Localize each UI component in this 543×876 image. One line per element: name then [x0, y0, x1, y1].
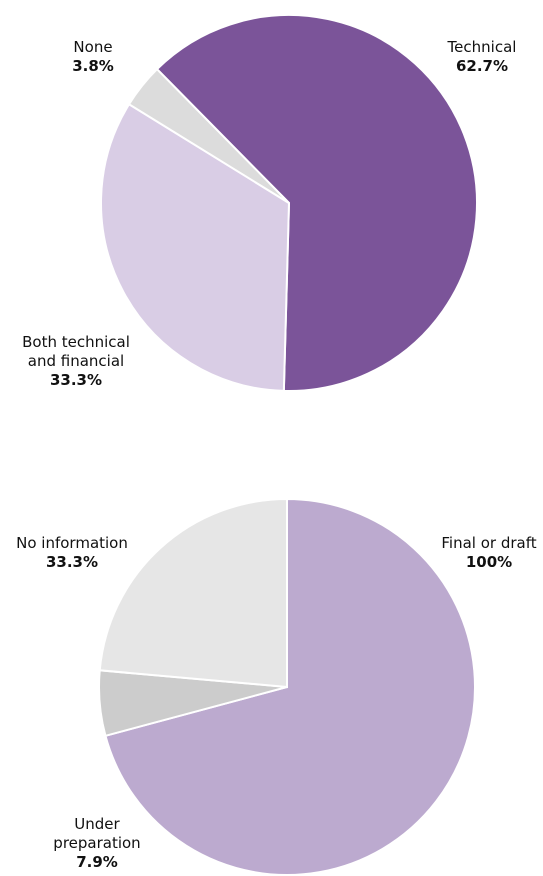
pie-slice: [104, 497, 476, 876]
slice-label: Under preparation 7.9%: [42, 815, 152, 872]
value-label: 33.3%: [45, 553, 99, 571]
value-label: 33.3%: [49, 371, 103, 389]
value-label: 62.7%: [455, 57, 509, 75]
pie-slice: [98, 497, 288, 689]
slice-label: None 3.8%: [53, 38, 133, 76]
category-name: Final or draft: [441, 534, 537, 552]
category-name: Under preparation: [53, 815, 141, 852]
pie-slice: [127, 67, 290, 204]
category-name: Technical: [447, 38, 517, 56]
slice-label: Both technical and financial 33.3%: [11, 333, 141, 390]
category-name: Both technical and financial: [22, 333, 130, 370]
value-label: 3.8%: [72, 57, 114, 75]
value-label: 100%: [465, 553, 513, 571]
slice-label: Technical 62.7%: [422, 38, 542, 76]
category-name: No information: [16, 534, 128, 552]
pie-slice: [155, 14, 478, 392]
slice-label: No information 33.3%: [2, 534, 142, 572]
slice-label: Final or draft 100%: [429, 534, 543, 572]
category-name: None: [73, 38, 113, 56]
value-label: 7.9%: [76, 853, 118, 871]
pie-slice: [100, 102, 291, 392]
